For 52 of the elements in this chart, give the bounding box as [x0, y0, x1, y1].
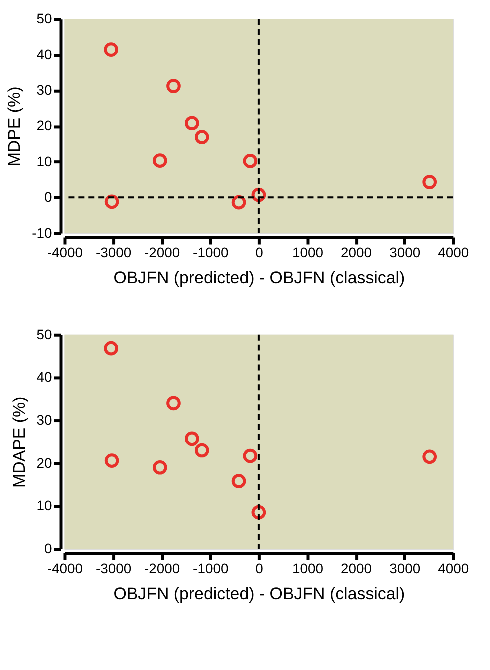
point: [422, 175, 438, 190]
y-tick-label: 40: [36, 369, 53, 386]
point: [104, 454, 120, 468]
point: [185, 116, 200, 131]
x-tick-label: -1000: [193, 560, 229, 576]
x-tick-label: -2000: [144, 244, 180, 261]
y-tick-label: 10: [36, 498, 53, 514]
x-tick-label: 1000: [292, 244, 324, 261]
y-tick-label: 50: [36, 326, 53, 342]
point: [232, 474, 246, 488]
x-tick-label: -3000: [96, 560, 132, 576]
point: [104, 341, 119, 356]
y-tick-label: 0: [44, 189, 53, 206]
x-tick-label: -4000: [47, 244, 84, 261]
y-tick-label: 30: [36, 82, 53, 98]
y-tick-label: 50: [36, 10, 53, 27]
x-tick-label: 4000: [438, 560, 470, 576]
x-tick-label: 2000: [341, 244, 372, 261]
x-tick-label: 0: [256, 560, 264, 576]
y-tick-label: 0: [44, 540, 53, 556]
point: [243, 154, 258, 168]
x-tick-label: -3000: [96, 244, 132, 261]
x-tick-label: 3000: [390, 560, 421, 576]
point: [166, 396, 181, 411]
point: [104, 194, 120, 210]
x-axis-title: OBJFN (predicted) - OBJFN (classical): [114, 584, 406, 604]
x-tick-label: -4000: [47, 560, 84, 576]
y-axis-title: MDAPE (%): [10, 396, 29, 488]
y-tick-label: 30: [36, 412, 53, 428]
y-tick-label: 10: [36, 153, 53, 170]
x-tick-label: -1000: [193, 244, 229, 261]
point: [152, 154, 168, 168]
point: [185, 432, 200, 446]
y-axis-title: MDPE (%): [5, 86, 24, 167]
point: [194, 130, 210, 144]
x-tick-label: -2000: [144, 560, 180, 576]
y-tick-label: -10: [32, 224, 53, 241]
x-tick-label: 2000: [341, 560, 372, 576]
point: [152, 460, 168, 475]
x-axis-title: OBJFN (predicted) - OBJFN (classical): [114, 268, 406, 288]
point: [243, 448, 258, 464]
point: [194, 443, 210, 458]
y-tick-label: 20: [36, 454, 53, 471]
y-tick-label: 20: [36, 118, 53, 134]
point: [104, 42, 119, 58]
x-tick-label: 4000: [438, 244, 470, 261]
x-tick-label: 1000: [292, 560, 324, 576]
point: [166, 79, 181, 94]
x-tick-label: 3000: [390, 244, 421, 261]
y-tick-label: 40: [36, 46, 53, 62]
x-tick-label: 0: [256, 244, 264, 261]
point: [422, 450, 438, 464]
